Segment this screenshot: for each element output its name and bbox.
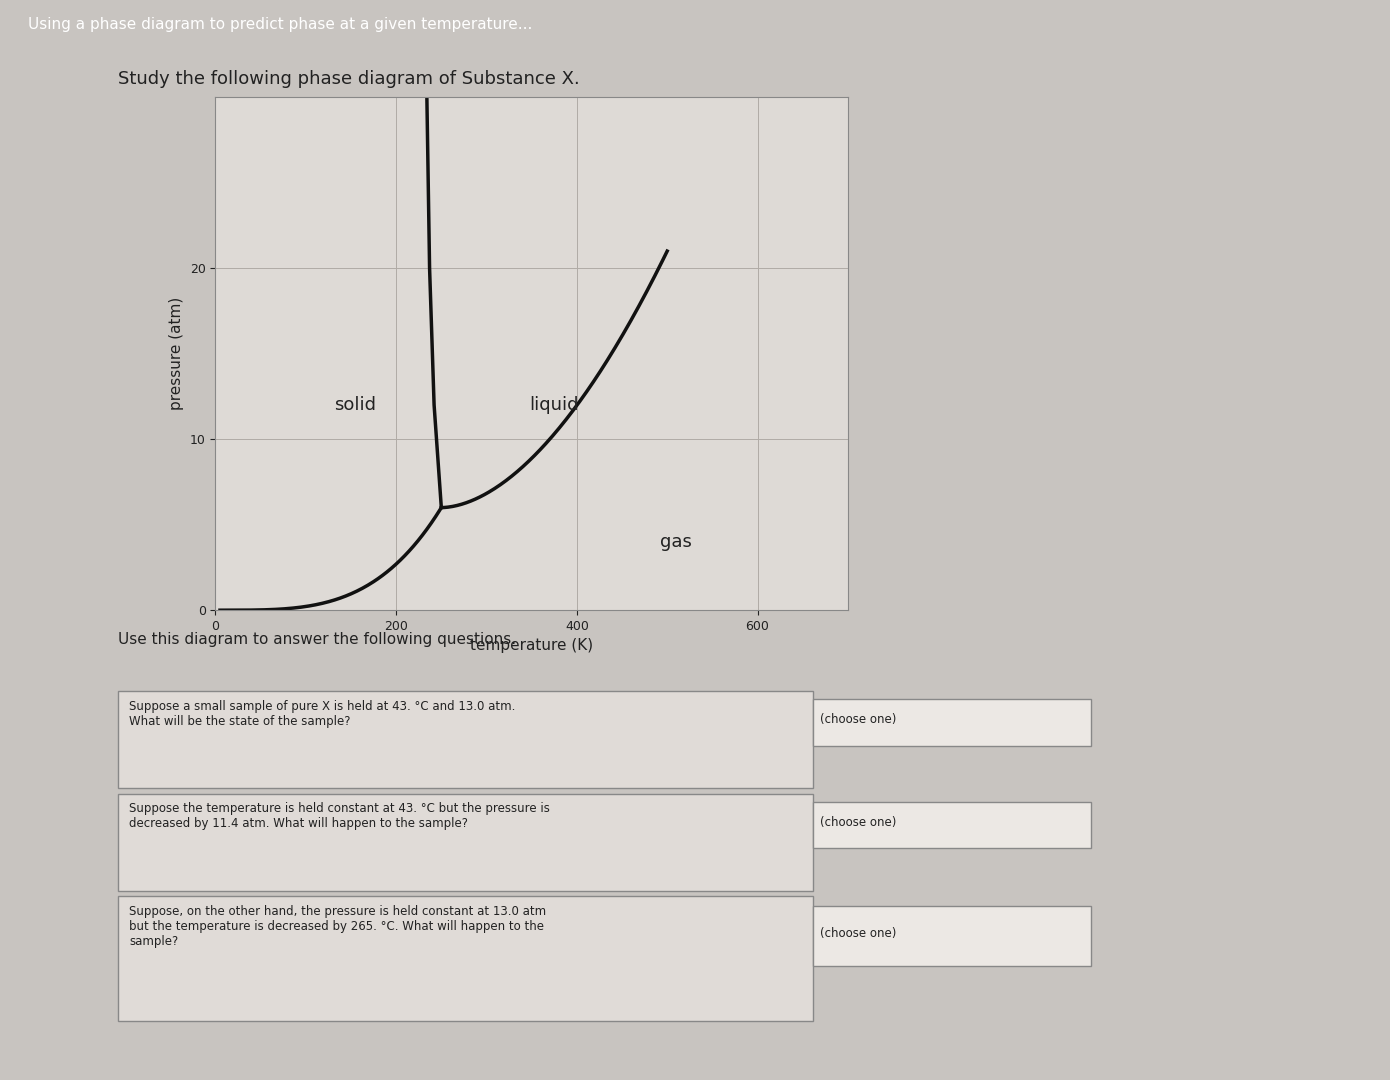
Text: Use this diagram to answer the following questions.: Use this diagram to answer the following… xyxy=(118,632,516,647)
Text: solid: solid xyxy=(335,396,377,414)
X-axis label: temperature (K): temperature (K) xyxy=(470,638,594,653)
Text: Suppose the temperature is held constant at 43. °C but the pressure is
decreased: Suppose the temperature is held constant… xyxy=(129,802,550,831)
Text: (choose one): (choose one) xyxy=(820,816,897,829)
Y-axis label: pressure (atm): pressure (atm) xyxy=(170,297,185,410)
Text: liquid: liquid xyxy=(530,396,580,414)
Text: Using a phase diagram to predict phase at a given temperature...: Using a phase diagram to predict phase a… xyxy=(28,17,532,31)
Text: (choose one): (choose one) xyxy=(820,927,897,940)
Text: Study the following phase diagram of Substance X.: Study the following phase diagram of Sub… xyxy=(118,70,580,89)
Text: Suppose, on the other hand, the pressure is held constant at 13.0 atm
but the te: Suppose, on the other hand, the pressure… xyxy=(129,905,546,948)
Text: (choose one): (choose one) xyxy=(820,714,897,727)
Text: gas: gas xyxy=(660,532,692,551)
Text: Suppose a small sample of pure X is held at 43. °C and 13.0 atm.
What will be th: Suppose a small sample of pure X is held… xyxy=(129,700,516,728)
